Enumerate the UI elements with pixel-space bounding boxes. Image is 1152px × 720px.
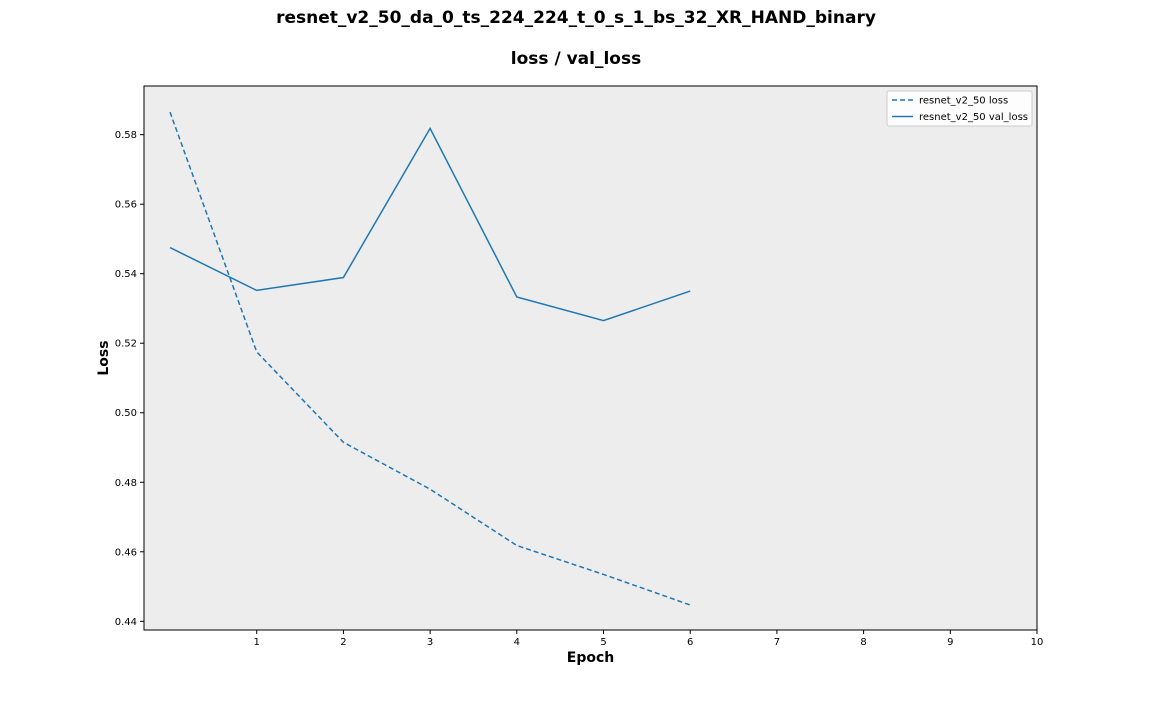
chart-title: resnet_v2_50_da_0_ts_224_224_t_0_s_1_bs_… — [276, 8, 876, 28]
y-tick-label: 0.48 — [115, 478, 137, 489]
legend-box — [886, 90, 1033, 127]
x-tick-label: 2 — [340, 637, 346, 648]
x-tick-label: 10 — [1031, 637, 1044, 648]
x-tick-label: 7 — [774, 637, 780, 648]
y-axis-label: Loss — [96, 340, 112, 375]
y-tick-label: 0.52 — [115, 339, 137, 350]
axis-ticks: 1 2 3 4 5 6 7 8 9 10 0.44 0.46 0.48 0.50 0.52 0.54 0.56 0… — [115, 130, 1044, 648]
x-tick-label: 5 — [600, 637, 606, 648]
x-axis-label: Epoch — [567, 650, 614, 666]
chart-subtitle: loss / val_loss — [510, 49, 642, 69]
y-tick-label: 0.46 — [115, 547, 137, 558]
y-tick-label: 0.58 — [115, 130, 137, 141]
y-tick-label: 0.56 — [115, 200, 137, 211]
legend: resnet_v2_50 loss resnet_v2_50 val_loss — [886, 90, 1033, 127]
y-tick-label: 0.50 — [115, 408, 137, 419]
series-lines — [169, 111, 691, 606]
y-tick-label: 0.54 — [115, 269, 137, 280]
x-tick-label: 6 — [687, 637, 693, 648]
plot-frame — [143, 85, 1038, 631]
legend-entry-label: resnet_v2_50 val_loss — [919, 112, 1028, 123]
plot-area — [144, 86, 1037, 630]
series-line-1 — [169, 126, 691, 322]
x-tick-label: 4 — [514, 637, 520, 648]
legend-entry-label: resnet_v2_50 loss — [919, 96, 1008, 107]
series-line-0 — [169, 111, 691, 606]
y-tick-label: 0.44 — [115, 617, 137, 628]
x-tick-label: 1 — [254, 637, 260, 648]
x-tick-label: 9 — [947, 637, 953, 648]
x-tick-label: 3 — [427, 637, 433, 648]
x-tick-label: 8 — [860, 637, 866, 648]
